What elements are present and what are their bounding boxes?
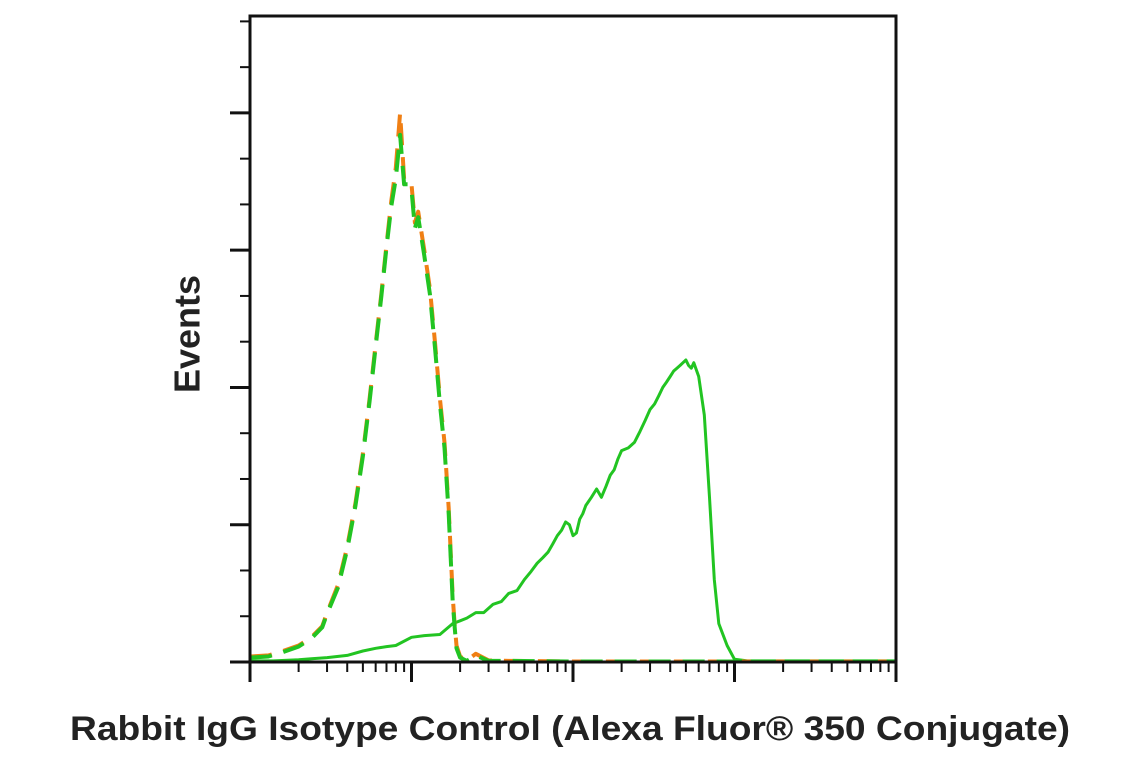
series-line-1 [250,358,896,663]
plot-frame [248,14,898,664]
series-line-2 [249,110,896,664]
series-line-3 [249,132,896,664]
y-axis-ticks [230,20,250,664]
plot-series-group [249,110,896,664]
y-axis-title: Events [167,275,208,393]
x-axis-ticks [248,662,898,682]
x-axis-title: Rabbit IgG Isotype Control (Alexa Fluor®… [70,710,1070,748]
